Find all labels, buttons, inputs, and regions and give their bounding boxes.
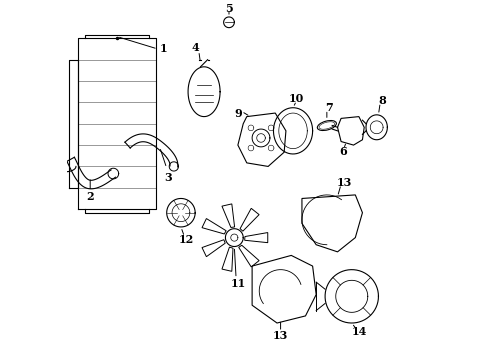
Text: 7: 7	[325, 102, 333, 113]
Text: 8: 8	[378, 95, 386, 106]
Text: 11: 11	[230, 278, 245, 289]
Text: 12: 12	[179, 234, 194, 245]
Text: 1: 1	[159, 44, 167, 54]
Text: 14: 14	[351, 327, 367, 337]
Text: 4: 4	[191, 42, 199, 53]
Text: 3: 3	[165, 172, 172, 183]
Text: 13: 13	[273, 330, 288, 341]
Text: 6: 6	[339, 146, 347, 157]
Text: 5: 5	[225, 3, 233, 14]
Text: 2: 2	[86, 191, 94, 202]
Text: 10: 10	[289, 93, 304, 104]
Text: 13: 13	[337, 177, 352, 188]
Text: 9: 9	[234, 108, 242, 118]
